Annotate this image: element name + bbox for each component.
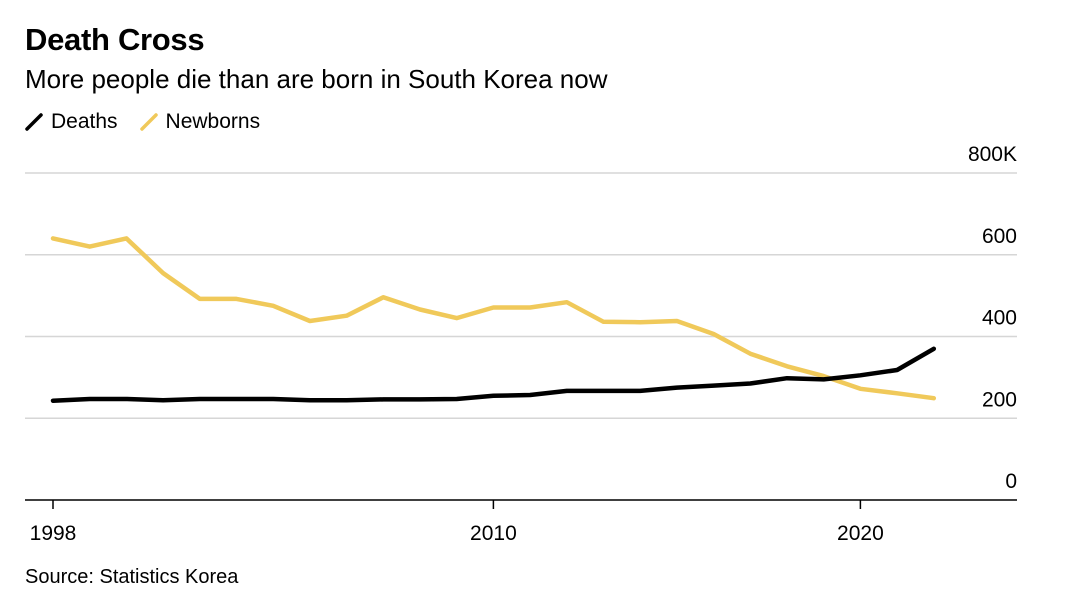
legend-item-deaths: Deaths — [25, 110, 118, 134]
y-tick-label-400: 400 — [982, 307, 1017, 330]
series-line-newborns — [50, 236, 937, 401]
y-tick-label-800: 800K — [968, 143, 1017, 166]
legend-label-deaths: Deaths — [51, 110, 118, 133]
legend-label-newborns: Newborns — [165, 110, 261, 133]
x-tick-label-2010: 2010 — [470, 522, 517, 545]
series-line-deaths — [50, 346, 937, 403]
x-tick-label-2020: 2020 — [837, 522, 884, 545]
y-tick-label-600: 600 — [982, 225, 1017, 248]
chart-subtitle: More people die than are born in South K… — [25, 64, 608, 94]
y-tick-label-200: 200 — [982, 388, 1017, 411]
legend-swatch-deaths — [25, 113, 43, 131]
legend-item-newborns: Newborns — [139, 110, 261, 134]
y-tick-label-0: 0 — [1005, 470, 1017, 493]
legend: Deaths Newborns — [25, 110, 282, 134]
legend-swatch-newborns — [139, 113, 158, 131]
chart-title: Death Cross — [25, 22, 205, 57]
source-note: Source: Statistics Korea — [25, 566, 239, 588]
x-tick-label-1998: 1998 — [30, 522, 77, 545]
